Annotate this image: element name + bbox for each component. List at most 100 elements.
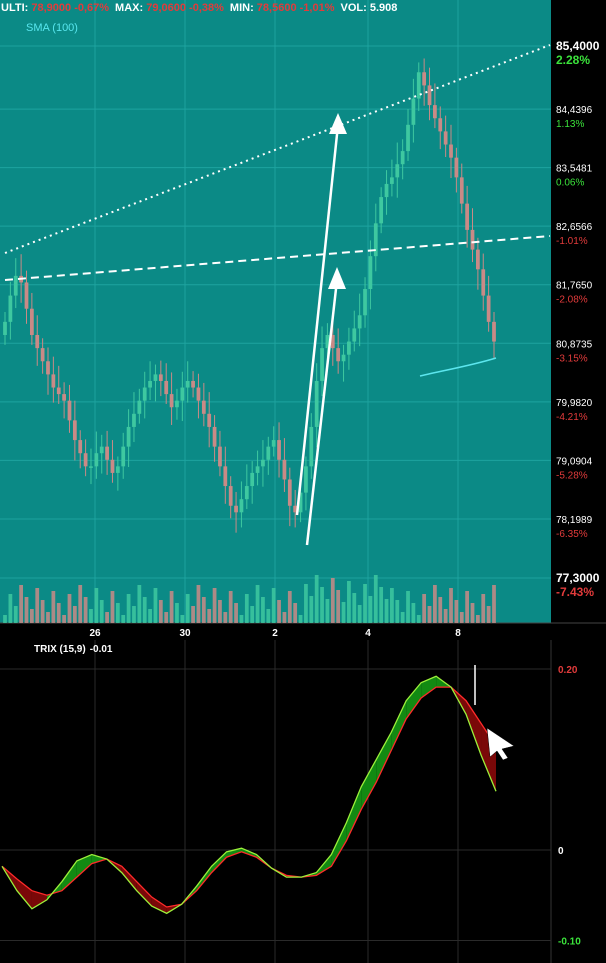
price-tick-label: 80,8735 xyxy=(556,339,593,350)
trix-fill-segment xyxy=(91,854,107,864)
volume-bar xyxy=(438,597,443,623)
candle-body xyxy=(115,466,120,473)
volume-bar xyxy=(62,615,66,623)
candle-body xyxy=(244,486,249,500)
sma-line xyxy=(419,357,497,377)
volume-bar xyxy=(3,615,7,623)
time-tick-label: 26 xyxy=(89,628,101,639)
volume-bar xyxy=(470,603,475,623)
volume-bar xyxy=(390,588,394,623)
candle-body xyxy=(121,446,126,467)
max-value: 79,0600 xyxy=(146,2,186,14)
sma-legend[interactable]: SMA (100) xyxy=(26,22,78,34)
candle-body xyxy=(373,223,378,257)
candle-body xyxy=(234,505,238,513)
volume-bar xyxy=(277,600,281,623)
trix-line xyxy=(1,675,497,915)
trix-fill-segment xyxy=(481,723,496,792)
candle-body xyxy=(24,282,29,309)
pct-tick-label: 1.13% xyxy=(556,119,584,130)
volume-bar xyxy=(191,606,195,623)
candle-body xyxy=(196,387,201,401)
volume-bar xyxy=(46,612,50,623)
trix-legend[interactable]: TRIX (15,9) -0.01 xyxy=(30,644,112,655)
volume-bar xyxy=(293,603,298,623)
trix-fill-segment xyxy=(361,759,377,810)
volume-bar xyxy=(314,575,319,623)
candle-body xyxy=(459,177,464,204)
trix-fill-segment xyxy=(16,878,32,909)
trix-label: TRIX (15,9) xyxy=(34,644,86,655)
volume-bar xyxy=(492,585,496,623)
volume-bar xyxy=(153,588,158,623)
trix-fill-segment xyxy=(331,822,347,867)
volume-bar xyxy=(330,578,335,623)
volume-bar xyxy=(228,591,233,623)
trix-fill-segment xyxy=(211,851,227,873)
trix-tick-label: 0 xyxy=(558,846,564,857)
candle-body xyxy=(46,361,50,375)
candle-body xyxy=(94,453,99,467)
volume-bar xyxy=(427,606,432,623)
pct-tick-label: -2.08% xyxy=(556,295,588,306)
candle-body xyxy=(449,144,453,158)
volume-bar xyxy=(400,612,405,623)
volume-bar xyxy=(78,585,83,623)
candle-body xyxy=(438,118,443,132)
candle-body xyxy=(201,400,206,414)
candle-body xyxy=(395,164,400,178)
volume-bar xyxy=(13,606,18,623)
volume-bar xyxy=(180,615,185,623)
price-tick-label: 81,7650 xyxy=(556,281,593,292)
min-value: 78,5600 xyxy=(256,2,297,14)
price-tick-label: 85,4000 xyxy=(556,39,600,53)
candle-body xyxy=(422,72,427,86)
candle-body xyxy=(390,177,394,184)
volume-bar xyxy=(89,609,93,623)
candle-body xyxy=(314,380,319,427)
volume-bar xyxy=(239,615,244,623)
candle-body xyxy=(67,400,72,421)
volume-bar xyxy=(218,600,222,623)
min-change: -1,01% xyxy=(299,2,335,14)
max-label: MAX: xyxy=(115,2,144,14)
volume-bar xyxy=(357,605,362,623)
volume-bar xyxy=(395,600,400,623)
volume-bar xyxy=(481,594,486,623)
candle-body xyxy=(261,459,265,467)
last-label: ULTI: xyxy=(1,2,29,14)
trix-fill-segment xyxy=(136,881,152,907)
volume-bar xyxy=(475,615,480,623)
candle-body xyxy=(212,426,217,447)
candle-body xyxy=(336,348,341,362)
candle-body xyxy=(99,446,104,454)
volume-bar xyxy=(207,609,212,623)
price-tick-label: 78,1989 xyxy=(556,515,593,526)
time-tick-label: 30 xyxy=(179,628,191,639)
volume-bar xyxy=(266,609,271,623)
candle-body xyxy=(29,308,34,335)
trix-fill-segment xyxy=(151,897,167,914)
candle-body xyxy=(35,334,40,349)
volume-bar xyxy=(132,606,136,623)
volume-bar xyxy=(56,603,61,623)
volume-bar xyxy=(406,591,410,623)
candle-body xyxy=(287,479,292,506)
volume-bar xyxy=(320,587,324,623)
trix-fill-segment xyxy=(376,732,392,783)
pct-tick-label: 2.28% xyxy=(556,53,590,67)
volume-bar xyxy=(250,606,255,623)
volume-bar xyxy=(244,594,249,623)
trix-fill-segment xyxy=(391,700,407,751)
volume-bar xyxy=(72,606,77,623)
candle-body xyxy=(8,295,13,322)
candle-body xyxy=(400,151,405,165)
pct-tick-label: 0.06% xyxy=(556,178,584,189)
pct-tick-label: -4.21% xyxy=(556,412,588,423)
candle-body xyxy=(175,400,179,408)
volume-bar xyxy=(35,588,40,623)
volume-bar xyxy=(298,615,303,623)
candle-body xyxy=(406,124,410,152)
price-tick-label: 83,5481 xyxy=(556,164,593,175)
volume-bar xyxy=(363,584,367,623)
